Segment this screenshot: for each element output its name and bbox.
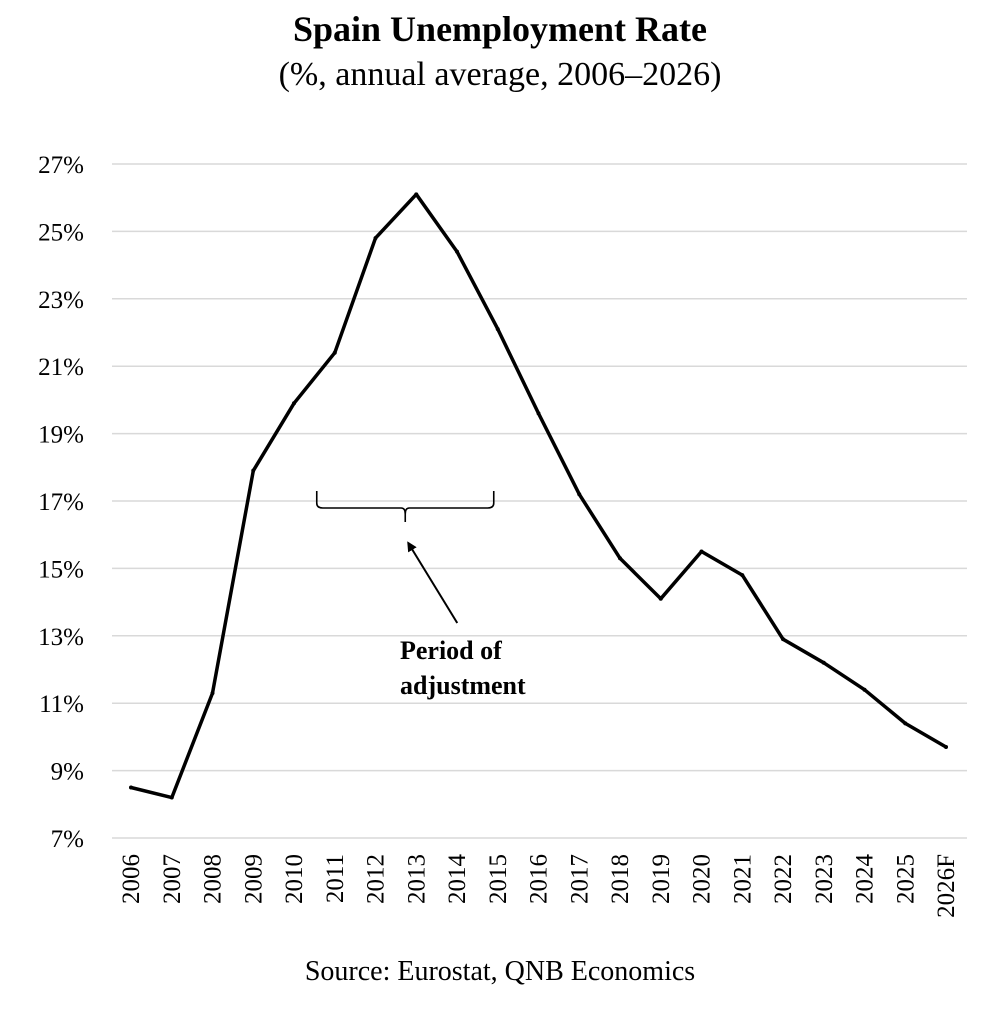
y-tick-label: 19% — [38, 422, 84, 449]
x-tick-label: 2020 — [689, 854, 716, 904]
data-point — [332, 350, 337, 355]
data-point — [495, 327, 500, 332]
data-point — [862, 687, 867, 692]
x-tick-label: 2014 — [444, 854, 471, 905]
data-point — [414, 192, 419, 197]
x-tick-label: 2011 — [322, 854, 349, 903]
data-point — [536, 411, 541, 416]
y-tick-label: 25% — [38, 219, 84, 246]
data-point — [740, 573, 745, 578]
y-tick-label: 11% — [39, 691, 84, 718]
gridlines — [112, 163, 967, 839]
y-tick-label: 27% — [38, 152, 84, 179]
data-point — [251, 468, 256, 473]
data-point — [781, 637, 785, 642]
annotation-arrow — [407, 541, 459, 624]
x-tick-label: 2012 — [363, 854, 390, 904]
line-chart: 27% 25% 23% 21% 19% 17% 15% 13% 11% 9% 7% 2006 2007… — [38, 152, 967, 918]
data-points — [129, 192, 948, 800]
x-tick-label: 2025 — [892, 854, 919, 904]
data-point — [658, 596, 663, 601]
y-tick-label: 9% — [51, 759, 84, 786]
x-tick-label: 2016 — [526, 854, 553, 904]
data-point — [129, 785, 133, 790]
y-axis-tick-labels: 27% 25% 23% 21% 19% 17% 15% 13% 11% 9% 7% — [38, 152, 84, 853]
data-point — [944, 745, 948, 750]
x-axis-tick-labels: 2006 2007 2008 2009 2010 2011 2012 2013 2014 2015… — [118, 854, 960, 918]
data-point — [577, 492, 582, 497]
y-tick-label: 17% — [38, 489, 84, 516]
x-tick-label: 2021 — [729, 854, 756, 904]
x-tick-label: 2024 — [852, 854, 879, 905]
data-point — [618, 556, 622, 561]
y-tick-label: 15% — [38, 556, 84, 583]
y-tick-label: 23% — [38, 287, 84, 314]
annotation-period-of-adjustment: Period of adjustment — [315, 491, 526, 700]
x-tick-label: 2007 — [159, 854, 186, 904]
data-point — [699, 549, 704, 554]
data-point — [292, 401, 296, 406]
x-tick-label: 2009 — [240, 854, 267, 904]
data-point — [821, 660, 826, 665]
x-tick-label: 2013 — [403, 854, 430, 904]
x-tick-label: 2008 — [200, 854, 227, 904]
x-tick-label: 2019 — [648, 854, 675, 904]
annotation-label-line-2: adjustment — [400, 671, 526, 700]
x-tick-label: 2023 — [811, 854, 838, 904]
x-tick-label: 2017 — [566, 854, 593, 904]
chart-subtitle: (%, annual average, 2006–2026) — [278, 56, 722, 93]
x-tick-label: 2010 — [281, 854, 308, 904]
x-tick-label: 2026F — [933, 854, 960, 918]
data-point — [373, 236, 378, 241]
data-point — [455, 249, 459, 254]
data-point — [903, 721, 908, 726]
x-tick-label: 2015 — [485, 854, 512, 904]
y-tick-label: 7% — [51, 826, 84, 853]
annotation-label-line-1: Period of — [400, 636, 502, 665]
x-tick-label: 2018 — [607, 854, 634, 904]
y-tick-label: 13% — [38, 624, 84, 651]
x-tick-label: 2022 — [770, 854, 797, 904]
annotation-bracket — [315, 491, 495, 522]
x-tick-label: 2006 — [118, 854, 145, 904]
source-note: Source: Eurostat, QNB Economics — [304, 956, 696, 987]
unemployment-rate-line — [129, 192, 948, 800]
y-tick-label: 21% — [38, 354, 84, 381]
data-point — [169, 795, 174, 800]
chart-title: Spain Unemployment Rate — [292, 9, 708, 49]
data-point — [210, 691, 215, 696]
